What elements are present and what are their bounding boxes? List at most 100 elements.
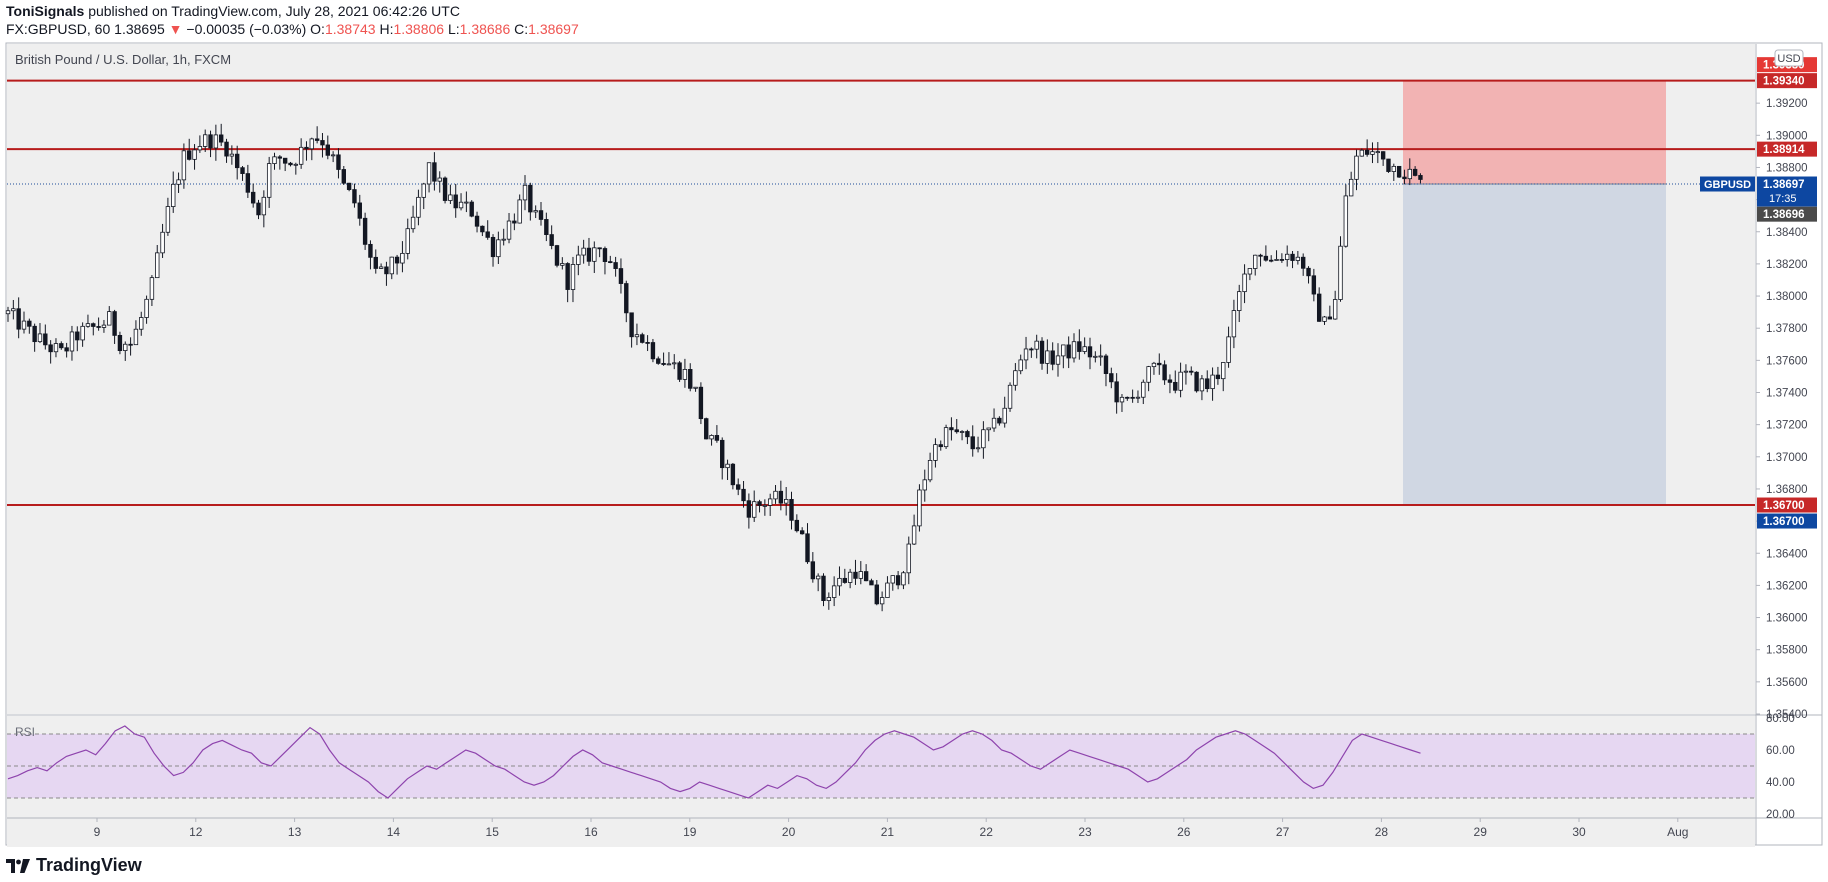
candle: [27, 318, 32, 334]
candle: [698, 382, 704, 425]
candle-body: [1167, 379, 1173, 383]
candle: [677, 361, 682, 382]
candle: [362, 212, 368, 250]
high-label: H:: [379, 21, 394, 37]
candle-body: [27, 320, 32, 327]
candle-body: [1343, 195, 1349, 247]
candle-body: [613, 262, 618, 269]
candle: [618, 258, 624, 294]
price-axis[interactable]: 1.392001.390001.388001.386001.384001.382…: [1756, 98, 1808, 721]
candle: [1242, 264, 1247, 304]
candle-body: [1119, 396, 1125, 403]
candle: [1285, 245, 1290, 267]
tradingview-logo[interactable]: TradingView: [6, 855, 142, 876]
candle: [1370, 142, 1375, 164]
candle-body: [1242, 273, 1247, 293]
candle-body: [1199, 378, 1205, 392]
candle: [165, 197, 171, 236]
candle: [85, 314, 91, 328]
candle: [1029, 347, 1034, 358]
candle-body: [890, 575, 895, 584]
candle-body: [490, 236, 496, 258]
candle-body: [400, 252, 405, 264]
candle-body: [522, 184, 528, 201]
candle-body: [554, 245, 560, 266]
candle-body: [1034, 340, 1039, 350]
candle: [1178, 362, 1183, 398]
candle: [373, 249, 378, 274]
candle: [666, 352, 672, 366]
candle-body: [954, 429, 959, 433]
candle: [336, 148, 341, 179]
candle: [554, 244, 560, 268]
candle: [458, 193, 464, 211]
candle-body: [474, 215, 480, 227]
candle: [1007, 382, 1013, 412]
price-tick-label: 1.39200: [1766, 98, 1808, 110]
candle: [368, 240, 373, 270]
candle-body: [1370, 151, 1375, 155]
candle: [224, 138, 229, 163]
price-tick-label: 1.39000: [1766, 130, 1808, 142]
time-tick-label: 29: [1474, 825, 1488, 839]
candle-body: [1221, 362, 1226, 380]
price-tick-label: 1.38800: [1766, 162, 1808, 174]
candle-body: [1151, 362, 1157, 368]
candle-body: [1407, 168, 1412, 180]
candle-body: [949, 427, 954, 431]
candle-body: [991, 417, 997, 429]
candle: [997, 416, 1002, 426]
price-tick-label: 1.35600: [1766, 677, 1808, 689]
candle: [991, 408, 997, 432]
candle: [911, 514, 917, 546]
candle: [1130, 389, 1135, 403]
candle: [1023, 336, 1029, 370]
candle-body: [378, 266, 384, 269]
candle-body: [757, 501, 762, 506]
candle-body: [453, 194, 458, 209]
candle-body: [1279, 259, 1285, 261]
candle: [709, 434, 714, 446]
time-axis[interactable]: 9 12 13 14 15 16 19 20 21 22 23 26 27 28 29 30 Aug: [94, 818, 1689, 839]
candle: [1205, 370, 1210, 393]
candle: [831, 576, 837, 607]
time-tick-label: 30: [1572, 825, 1586, 839]
candle: [890, 575, 895, 591]
candle-body: [1183, 370, 1189, 373]
candle-body: [101, 324, 107, 328]
candle: [176, 172, 181, 193]
candle: [1343, 184, 1349, 248]
candle: [586, 237, 592, 266]
candle-body: [1002, 407, 1007, 424]
candle-body: [789, 498, 794, 521]
candle: [634, 323, 640, 346]
candle-body: [1295, 256, 1301, 261]
candle: [794, 514, 800, 533]
horizontal-lines[interactable]: [7, 79, 1755, 507]
candle-body: [32, 325, 37, 343]
candle: [789, 491, 794, 530]
candle-body: [1146, 366, 1151, 383]
candle: [752, 490, 757, 522]
stop-loss-zone: [1403, 80, 1666, 185]
candle-body: [831, 585, 837, 598]
author-name[interactable]: ToniSignals: [6, 3, 85, 19]
candle: [879, 591, 885, 612]
candle: [346, 182, 352, 192]
candle-body: [1396, 165, 1402, 178]
candle: [1194, 371, 1199, 393]
candle-body: [1018, 359, 1023, 372]
candle-body: [943, 427, 949, 448]
candle: [965, 429, 970, 445]
candle: [352, 183, 357, 208]
chart-canvas[interactable]: 1.392001.390001.388001.386001.384001.382…: [0, 0, 1828, 850]
candle-body: [1386, 158, 1391, 172]
pane-title: British Pound / U.S. Dollar, 1h, FXCM: [15, 52, 231, 67]
candle-body: [1162, 364, 1167, 381]
candle: [847, 568, 853, 589]
short-position-tool[interactable]: [1403, 80, 1666, 506]
candle: [1311, 268, 1317, 302]
candle-body: [1114, 381, 1119, 403]
candle-body: [1013, 370, 1018, 386]
time-tick-label: 13: [288, 825, 302, 839]
